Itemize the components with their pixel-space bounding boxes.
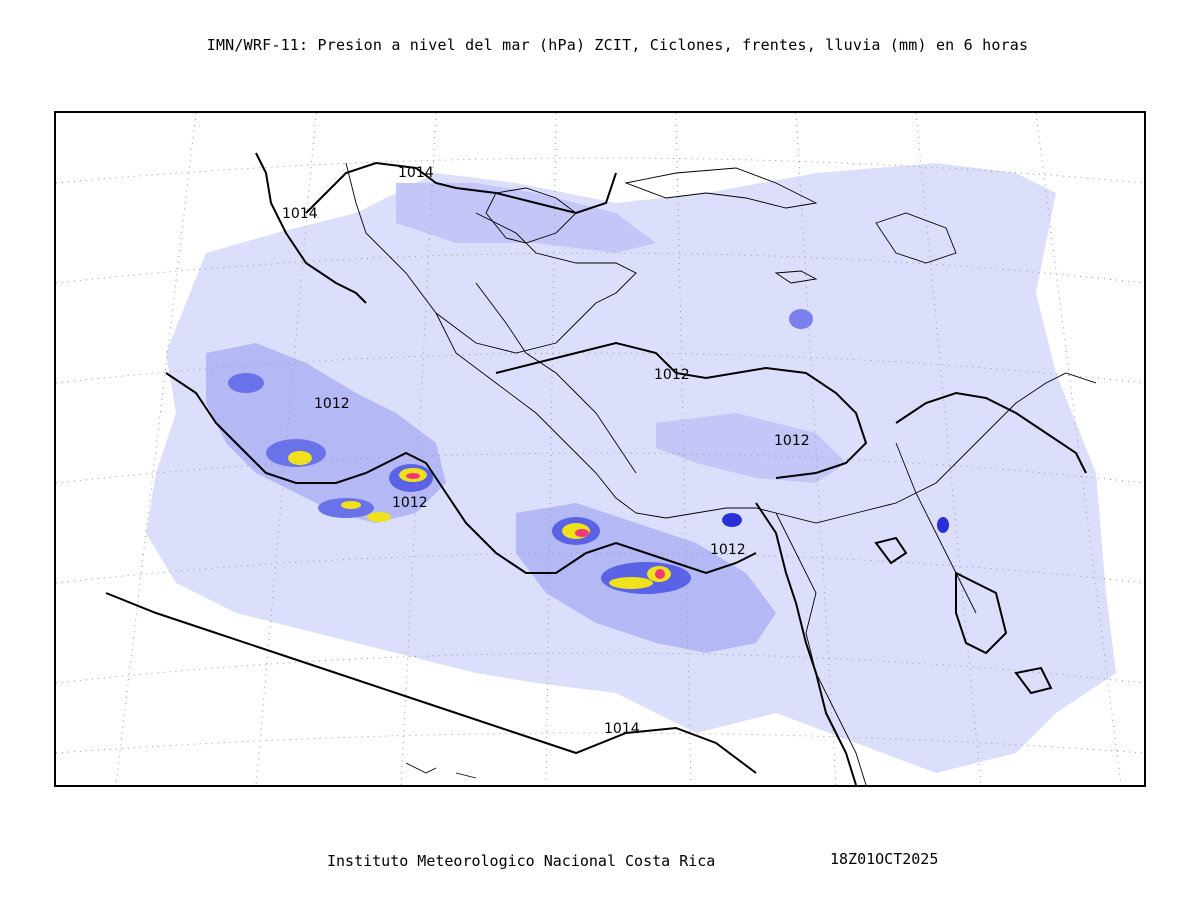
isobar-1012-east-coast: [895, 391, 1087, 474]
rainfall-field: [146, 163, 1116, 773]
isobar-1012-ca: [755, 502, 857, 785]
valid-time-label: 18Z01OCT2025: [830, 850, 939, 868]
isobar-label: 1014: [282, 206, 318, 222]
rain-core: [228, 373, 264, 393]
isobar-label: 1012: [710, 542, 746, 558]
isobar-label: 1012: [392, 495, 428, 511]
coastline-pacific-ca: [435, 312, 777, 519]
border-colombia-venezuela: [895, 442, 977, 614]
rain-extreme: [367, 512, 391, 522]
coastlines: [345, 162, 1097, 785]
coastline-jamaica: [774, 270, 818, 284]
map-title: IMN/WRF-11: Presion a nivel del mar (hPa…: [206, 36, 1029, 54]
isobar-label: 1014: [604, 721, 640, 737]
coastline-mexico-caribbean: [345, 162, 637, 354]
isobars: [105, 152, 1087, 785]
rain-extreme: [609, 577, 653, 589]
isobar-small-loop: [874, 536, 908, 565]
rain-mid-area-west: [206, 343, 446, 523]
rain-core: [937, 517, 949, 533]
isobar-label: 1012: [314, 396, 350, 412]
isobar-1014-north: [305, 161, 617, 215]
isobar-label: 1014: [398, 165, 434, 181]
coastline-islands: [405, 762, 477, 779]
rain-mid-area-north: [396, 183, 656, 253]
map-panel: 1014 1014 1012 1012 1012 1012 1012 1014: [54, 111, 1146, 787]
rain-extreme: [406, 473, 420, 479]
isobar-1014-northwest: [255, 152, 367, 304]
isobar-small-loop: [1014, 666, 1053, 695]
border-central-america: [475, 282, 637, 474]
rain-core: [722, 513, 742, 527]
isobar-label: 1012: [654, 367, 690, 383]
coastline-cuba: [624, 167, 818, 209]
isobar-label: 1012: [774, 433, 810, 449]
rain-extreme: [288, 451, 312, 465]
rain-core: [601, 562, 691, 594]
isobar-1012-central: [165, 372, 757, 575]
coastline-south-america: [775, 372, 1097, 524]
institution-label: Instituto Meteorologico Nacional Costa R…: [327, 852, 716, 870]
rain-mid-area-east: [656, 413, 846, 483]
coastline-hispaniola: [875, 212, 957, 264]
isobar-labels: 1014 1014 1012 1012 1012 1012 1012 1014: [282, 165, 810, 737]
rain-extreme: [655, 569, 665, 579]
rain-light-area: [146, 163, 1116, 773]
coastline-colombia-pacific: [775, 512, 867, 785]
lat-lon-grid: [56, 113, 1144, 785]
isobar-venezuela-loop: [955, 571, 1008, 655]
rain-extreme: [575, 529, 589, 537]
rain-core: [789, 309, 813, 329]
weather-map: 1014 1014 1012 1012 1012 1012 1012 1014: [56, 113, 1144, 785]
isobar-1012-east: [495, 341, 868, 479]
isobar-1014-south: [105, 592, 757, 774]
rain-extreme: [341, 501, 361, 509]
